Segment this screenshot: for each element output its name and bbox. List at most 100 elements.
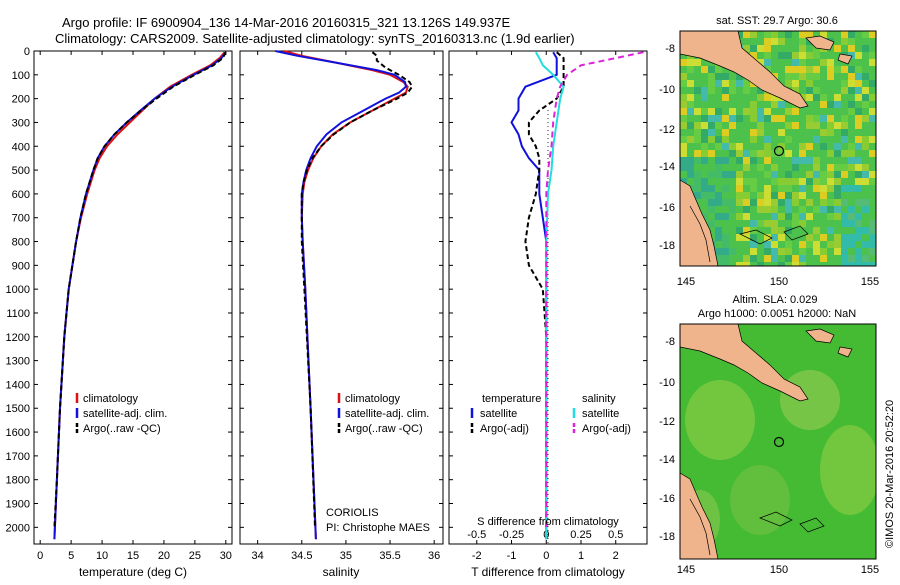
sst-cell: [771, 101, 778, 108]
sst-cell: [806, 213, 813, 220]
diff-legend-s-sat: satellite: [582, 408, 619, 420]
sst-cell: [855, 248, 862, 255]
sst-cell: [792, 262, 799, 266]
sst-cell: [841, 129, 848, 136]
salinity-panel: 34 34.5 35 35.5 36 salinity climatology sate…: [239, 50, 444, 579]
sst-cell: [855, 255, 862, 262]
sst-ytick-3: -14: [659, 161, 675, 173]
sst-cell: [722, 115, 729, 122]
sst-cell: [799, 178, 806, 185]
sst-cell: [785, 206, 792, 213]
sst-cell: [771, 255, 778, 262]
sst-cell: [820, 234, 827, 241]
temperature-legend: climatology satellite-adj. clim. Argo(..…: [75, 393, 167, 435]
sst-cell: [729, 199, 736, 206]
sst-cell: [743, 199, 750, 206]
sst-cell: [715, 199, 722, 206]
sst-cell: [785, 185, 792, 192]
sst-cell: [792, 59, 799, 66]
sst-cell: [813, 136, 820, 143]
sst-cell: [722, 185, 729, 192]
sst-xtick-1: 150: [770, 276, 788, 288]
sst-cell: [820, 31, 827, 38]
sst-cell: [722, 213, 729, 220]
sst-cell: [771, 220, 778, 227]
sst-cell: [799, 52, 806, 59]
sst-cell: [869, 220, 876, 227]
sst-land-australia: [680, 179, 719, 266]
sst-cell: [736, 185, 743, 192]
sst-cell: [813, 94, 820, 101]
sst-cell: [806, 52, 813, 59]
sst-cell: [750, 185, 757, 192]
sst-cell: [708, 185, 715, 192]
sst-cell: [862, 87, 869, 94]
sst-cell: [855, 164, 862, 171]
legend-argo: Argo(..raw -QC): [83, 423, 161, 435]
sst-cell: [778, 101, 785, 108]
sst-cell: [806, 122, 813, 129]
sst-cell: [771, 31, 778, 38]
sst-cell: [729, 206, 736, 213]
sst-cell: [820, 143, 827, 150]
sst-cell: [736, 31, 743, 38]
sst-cell: [708, 129, 715, 136]
sst-cell: [701, 157, 708, 164]
title-line2: Climatology: CARS2009. Satellite-adjuste…: [55, 31, 575, 46]
diff-legend-t-argo: Argo(-adj): [480, 423, 529, 435]
sst-cell: [841, 164, 848, 171]
sst-cell: [694, 108, 701, 115]
sst-cell: [862, 262, 869, 266]
x-tick-label: 0: [543, 550, 549, 562]
sst-cell: [848, 255, 855, 262]
sst-cell: [834, 241, 841, 248]
sst-cell: [834, 234, 841, 241]
diff-xlabel: T difference from climatology: [471, 565, 625, 579]
sst-cell: [855, 66, 862, 73]
sst-cell: [792, 52, 799, 59]
diff-legend-sal-title: salinity: [582, 393, 616, 405]
sst-cell: [722, 136, 729, 143]
sst-cell: [820, 59, 827, 66]
sst-cell: [778, 150, 785, 157]
sst-cell: [729, 122, 736, 129]
sst-cell: [701, 143, 708, 150]
sst-cell: [869, 52, 876, 59]
sst-cell: [799, 157, 806, 164]
sst-cell: [680, 178, 687, 185]
sst-cell: [855, 73, 862, 80]
sla-map-title1: Altim. SLA: 0.029: [733, 294, 818, 306]
sla-ytick-4: -16: [659, 493, 675, 505]
sst-cell: [799, 66, 806, 73]
sst-cell: [764, 115, 771, 122]
sst-ytick-1: -10: [659, 84, 675, 96]
sst-cell: [701, 185, 708, 192]
sst-cell: [771, 164, 778, 171]
sst-cell: [848, 150, 855, 157]
sst-cell: [771, 38, 778, 45]
sst-cell: [806, 241, 813, 248]
sst-cell: [687, 122, 694, 129]
sst-cell: [778, 234, 785, 241]
sst-cell: [729, 150, 736, 157]
sst-cell: [743, 192, 750, 199]
sla-ytick-2: -12: [659, 416, 675, 428]
sst-cell: [862, 199, 869, 206]
sst-cell: [701, 122, 708, 129]
sst-cell: [680, 101, 687, 108]
sst-cell: [757, 150, 764, 157]
sst-cell: [855, 220, 862, 227]
sst-cell: [834, 164, 841, 171]
sst-cell: [841, 185, 848, 192]
sst-cell: [680, 94, 687, 101]
sst-cell: [778, 143, 785, 150]
sst-cell: [757, 59, 764, 66]
sst-cell: [806, 143, 813, 150]
difference-panel: -2 -1 0 1 2-0.5 -0.25 0 0.25 0.5 S difference fr…: [448, 50, 648, 579]
sst-cell: [869, 262, 876, 266]
sst-cell: [750, 129, 757, 136]
s-diff-tick-label: -0.25: [499, 529, 524, 541]
sst-cell: [764, 31, 771, 38]
sst-cell: [722, 94, 729, 101]
sst-cell: [680, 157, 687, 164]
